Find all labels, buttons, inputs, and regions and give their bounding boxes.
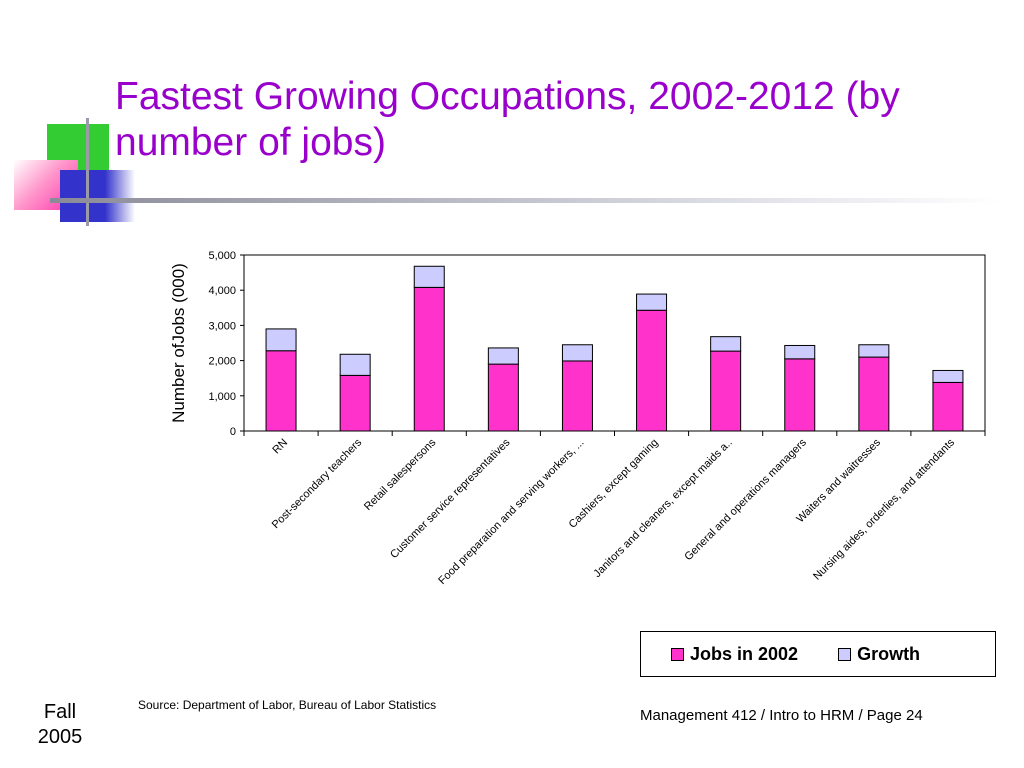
bar-jobs-2002 <box>710 350 742 432</box>
x-category-label: Waiters and waitresses <box>794 436 883 525</box>
bar-jobs-2002 <box>784 358 816 432</box>
bar-growth <box>784 344 816 360</box>
x-category-label: Janitors and cleaners, except maids a.. <box>591 437 734 580</box>
x-category-label: RN <box>270 437 290 457</box>
legend-label-jobs: Jobs in 2002 <box>690 643 799 664</box>
bar-growth <box>339 353 371 376</box>
y-tick-label: 1,000 <box>208 391 236 403</box>
footer-year: 2005 <box>37 726 83 748</box>
x-category-label: Customer service representatives <box>388 436 513 561</box>
y-tick-label: 2,000 <box>208 356 236 368</box>
bar-growth <box>561 344 593 362</box>
legend-item-growth: Growth <box>838 644 920 665</box>
chart-legend: Jobs in 2002 Growth <box>640 631 996 677</box>
bar-jobs-2002 <box>265 350 297 432</box>
decor-vertical-line <box>86 118 89 226</box>
x-category-label: General and operations managers <box>682 436 809 563</box>
bar-jobs-2002 <box>636 309 668 432</box>
x-category-label: Nursing aides, orderlies, and attendants <box>811 436 957 582</box>
x-category-label: Food preparation and serving workers, ..… <box>436 437 586 587</box>
bar-jobs-2002 <box>858 356 890 432</box>
bar-growth <box>636 293 668 311</box>
bar-jobs-2002 <box>561 360 593 432</box>
y-tick-label: 4,000 <box>208 285 236 297</box>
legend-label-growth: Growth <box>857 643 921 664</box>
legend-swatch-jobs <box>671 647 684 661</box>
bar-growth <box>265 328 297 352</box>
bar-growth <box>858 344 890 358</box>
decor-blue-square <box>60 170 135 222</box>
decor-horizontal-rule <box>50 198 1000 203</box>
y-axis-label: Number ofJobs (000) <box>169 263 188 423</box>
bar-jobs-2002 <box>487 363 519 432</box>
y-tick-label: 0 <box>230 426 236 438</box>
bar-growth <box>487 347 519 365</box>
legend-swatch-growth <box>838 647 852 661</box>
slide-title: Fastest Growing Occupations, 2002-2012 (… <box>115 75 900 164</box>
legend-item-jobs: Jobs in 2002 <box>671 644 798 665</box>
source-note: Source: Department of Labor, Bureau of L… <box>138 698 437 712</box>
footer-course-page: Management 412 / Intro to HRM / Page 24 <box>640 707 923 724</box>
bar-jobs-2002 <box>932 381 964 432</box>
bar-growth <box>932 369 964 383</box>
y-tick-label: 3,000 <box>208 320 236 332</box>
bar-jobs-2002 <box>339 374 371 432</box>
footer-season: Fall <box>43 701 77 723</box>
bar-growth <box>413 265 445 288</box>
footer-term: Fall 2005 <box>20 700 100 750</box>
bar-growth <box>710 336 742 352</box>
y-tick-label: 5,000 <box>208 250 236 262</box>
bar-jobs-2002 <box>413 286 445 432</box>
x-category-label: Retail salespersons <box>362 436 439 513</box>
